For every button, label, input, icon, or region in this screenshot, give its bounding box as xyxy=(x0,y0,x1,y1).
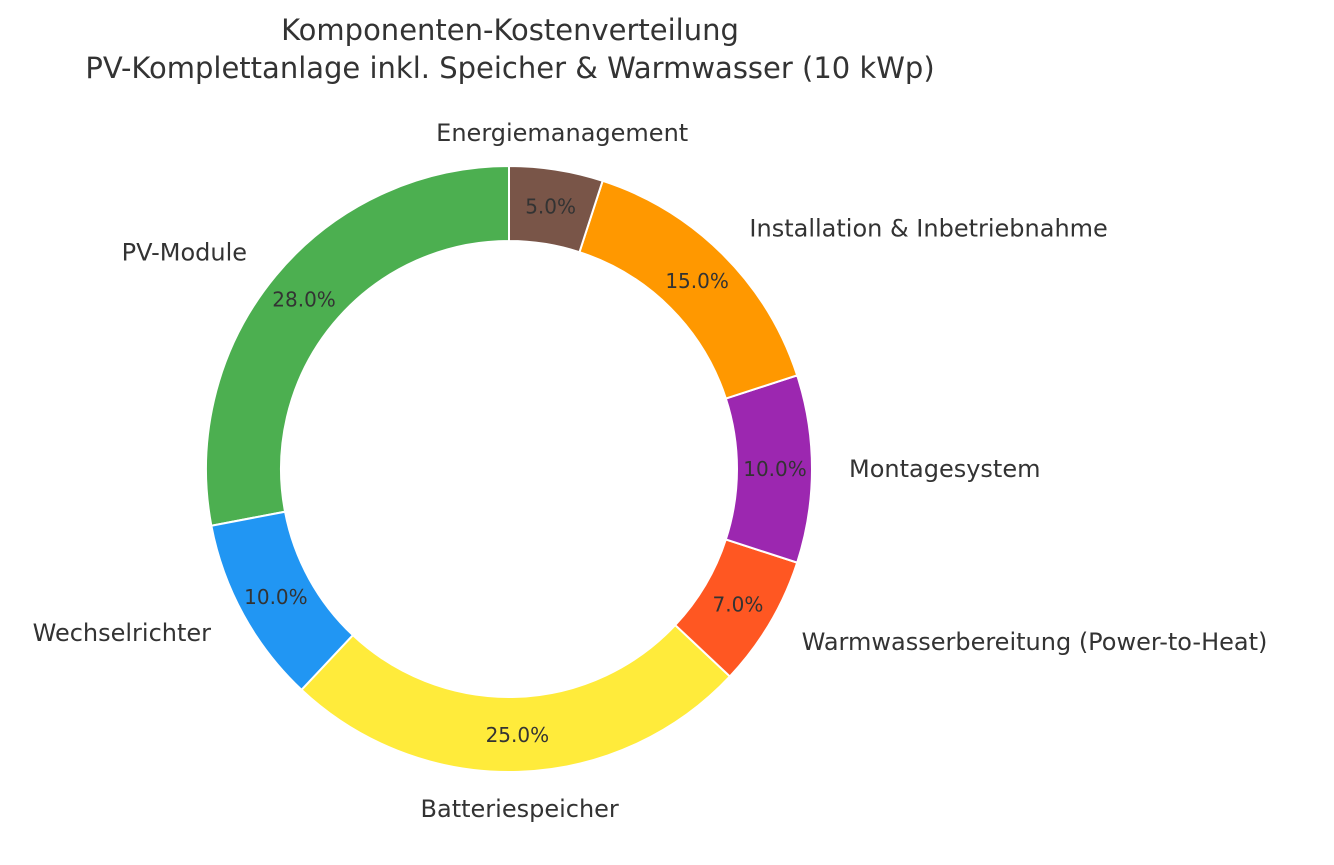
slice-percent-label: 28.0% xyxy=(272,287,336,311)
slice-percent-label: 10.0% xyxy=(743,457,807,481)
chart-title: Komponenten-Kostenverteilung xyxy=(281,13,739,47)
slice-pv-module xyxy=(205,164,510,527)
slice-percent-label: 7.0% xyxy=(713,592,764,616)
slice-category-label: Warmwasserbereitung (Power-to-Heat) xyxy=(802,628,1268,656)
slice-batteriespeicher xyxy=(300,623,732,773)
slice-category-label: Montagesystem xyxy=(849,455,1040,483)
slice-percent-label: 10.0% xyxy=(244,585,308,609)
slice-category-label: Energiemanagement xyxy=(436,119,688,147)
labels-group: 28.0% PV-Module 10.0% Wechselrichter 25.0% Ba… xyxy=(33,119,1268,823)
slice-category-label: Wechselrichter xyxy=(33,619,212,647)
slice-category-label: PV-Module xyxy=(122,238,247,266)
chart-subtitle: PV-Komplettanlage inkl. Speicher & Warmw… xyxy=(85,51,934,85)
slice-category-label: Installation & Inbetriebnahme xyxy=(749,215,1107,243)
slice-percent-label: 5.0% xyxy=(525,194,576,218)
slice-energiemanagement xyxy=(508,164,604,254)
slices-group xyxy=(205,164,813,773)
slice-percent-label: 15.0% xyxy=(665,269,729,293)
slice-percent-label: 25.0% xyxy=(486,723,550,747)
slice-category-label: Batteriespeicher xyxy=(421,795,619,823)
